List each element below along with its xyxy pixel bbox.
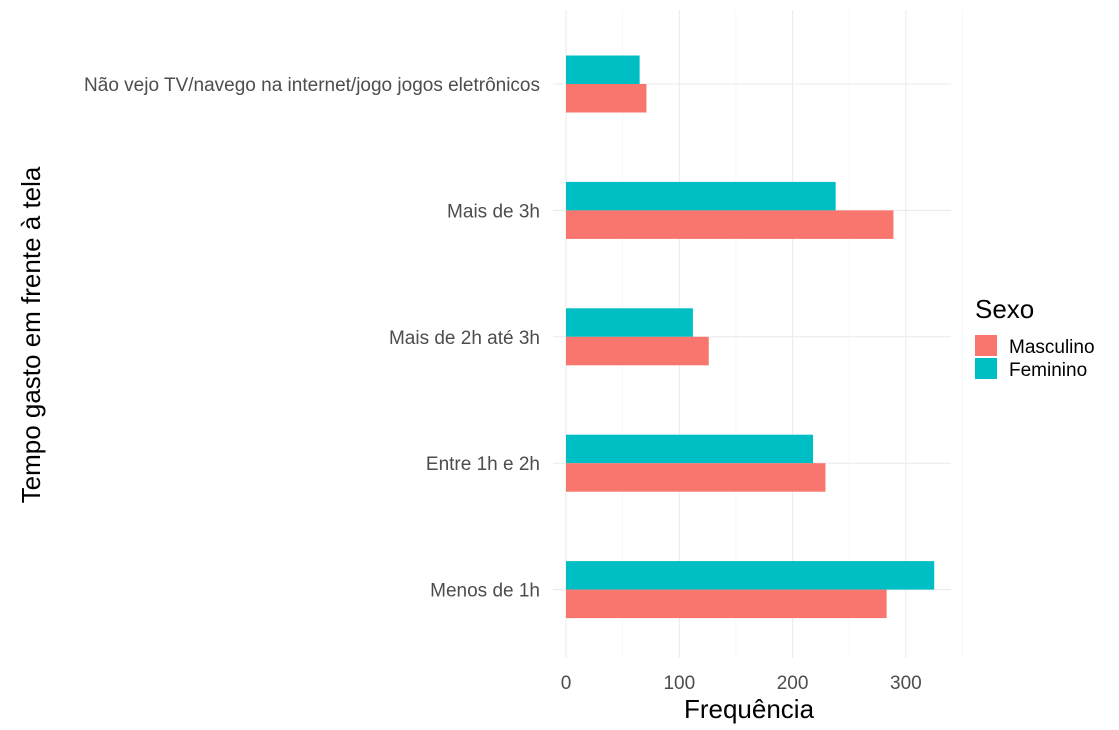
y-tick-label-3: Entre 1h e 2h — [426, 454, 540, 475]
x-tick-labels: 0 100 200 300 — [561, 673, 922, 694]
legend-key-feminino — [975, 358, 997, 379]
y-tick-labels: Não vejo TV/navego na internet/jogo jogo… — [84, 75, 540, 602]
y-tick-label-0: Não vejo TV/navego na internet/jogo jogo… — [84, 75, 540, 96]
bars — [566, 55, 935, 619]
legend-label-feminino: Feminino — [1009, 360, 1087, 381]
legend-label-masculino: Masculino — [1009, 337, 1095, 358]
bar-feminino-entre-1h-e-2h — [566, 434, 813, 464]
x-axis-title: Frequência — [684, 694, 815, 724]
bar-masculino-entre-1h-e-2h — [566, 463, 826, 492]
bar-feminino-mais-de-3h — [566, 181, 836, 211]
legend-title: Sexo — [975, 294, 1034, 324]
bar-masculino-mais-de-2h-ate-3h — [566, 336, 709, 366]
x-tick-label-0: 0 — [561, 673, 572, 694]
x-tick-label-3: 300 — [890, 673, 922, 694]
bar-masculino-mais-de-3h — [566, 210, 894, 239]
legend: Sexo Masculino Feminino — [975, 294, 1095, 381]
y-tick-label-4: Menos de 1h — [430, 581, 540, 602]
y-tick-label-2: Mais de 2h até 3h — [389, 328, 540, 349]
bar-feminino-nao-vejo-tv-navego-na-internet-jogo-jogos-eletronicos — [566, 55, 640, 84]
legend-key-masculino — [975, 335, 997, 356]
bar-feminino-mais-de-2h-ate-3h — [566, 308, 693, 337]
x-tick-label-1: 100 — [663, 673, 695, 694]
y-tick-label-1: Mais de 3h — [447, 201, 540, 222]
bar-masculino-nao-vejo-tv-navego-na-internet-jogo-jogos-eletronicos — [566, 84, 647, 113]
y-axis-title: Tempo gasto em frente à tela — [16, 166, 46, 503]
bar-feminino-menos-de-1h — [566, 561, 935, 590]
bar-masculino-menos-de-1h — [566, 589, 887, 619]
x-tick-label-2: 200 — [777, 673, 809, 694]
